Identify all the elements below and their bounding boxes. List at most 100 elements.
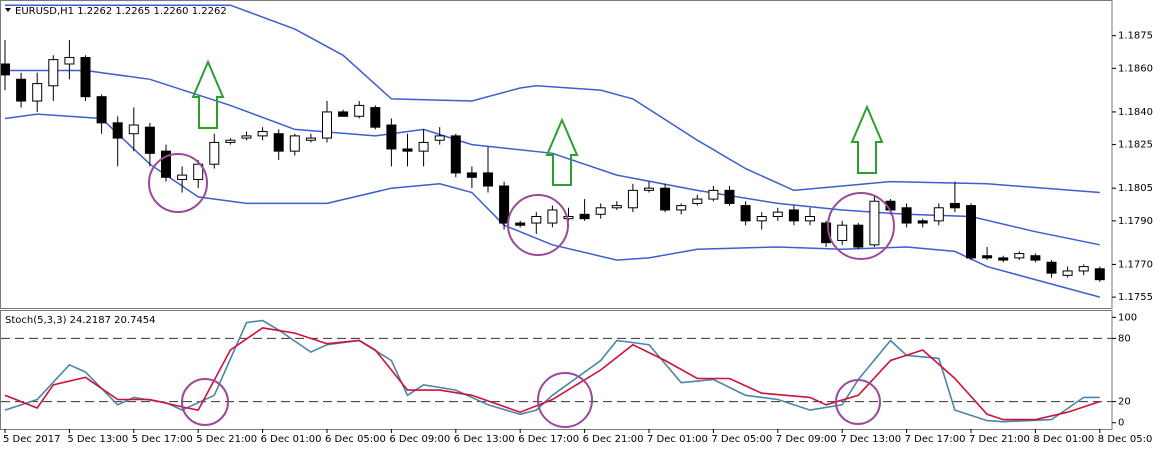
- candle-body: [563, 216, 574, 220]
- x-tick-label: 5 Dec 13:00: [67, 434, 128, 445]
- x-tick-label: 7 Dec 01:00: [647, 434, 708, 445]
- y-tick-label: 1.1840: [1118, 107, 1153, 118]
- circle: [181, 378, 229, 426]
- x-tick-label: 5 Dec 21:00: [196, 434, 257, 445]
- candle-body: [676, 205, 687, 211]
- candle-body: [289, 135, 300, 152]
- candle-body: [209, 141, 220, 165]
- circle: [835, 379, 881, 425]
- sub-pane-frame: [0, 310, 1113, 430]
- candle-body: [515, 222, 526, 226]
- y-tick-label: 80: [1118, 333, 1131, 344]
- circle: [148, 153, 208, 213]
- candle-body: [901, 207, 912, 224]
- candle-body: [788, 209, 799, 222]
- candle-body: [547, 209, 558, 224]
- x-tick-label: 7 Dec 17:00: [905, 434, 966, 445]
- candle-body: [917, 220, 928, 224]
- candle-body: [611, 205, 622, 209]
- circle: [537, 372, 593, 428]
- y-tick-label: 0: [1118, 418, 1124, 429]
- candle-body: [48, 59, 59, 87]
- candle-body: [1014, 253, 1025, 259]
- y-tick-label: 1.1805: [1118, 183, 1153, 194]
- candle-body: [305, 137, 316, 141]
- candle-body: [531, 216, 542, 224]
- candle-body: [805, 216, 815, 222]
- candle-body: [579, 213, 590, 220]
- candle-body: [933, 207, 944, 222]
- candle-body: [1078, 266, 1089, 272]
- candle-body: [257, 131, 268, 137]
- y-tick-label: 1.1875: [1118, 31, 1153, 42]
- bollinger-band: [5, 69, 1100, 246]
- candle-body: [64, 56, 75, 65]
- circles: [148, 153, 895, 428]
- candle-body: [499, 185, 510, 224]
- candle-body: [483, 172, 493, 187]
- candle-body: [724, 189, 735, 204]
- candle-body: [370, 107, 381, 128]
- candle-body: [128, 124, 139, 135]
- menu-triangle: [5, 8, 11, 12]
- x-tick-label: 8 Dec 05:00: [1098, 434, 1153, 445]
- candle-body: [708, 189, 719, 200]
- x-tick-label: 6 Dec 17:00: [518, 434, 579, 445]
- candle-body: [644, 187, 654, 191]
- circle: [827, 192, 895, 260]
- y-tick-label: 1.1860: [1118, 63, 1153, 74]
- candle-body: [96, 96, 107, 124]
- x-tick-label: 7 Dec 09:00: [776, 434, 837, 445]
- candle-body: [16, 78, 27, 102]
- candle-body: [982, 255, 993, 259]
- candle-body: [386, 124, 397, 150]
- candle-body: [949, 202, 960, 209]
- candle-body: [853, 224, 864, 248]
- main-pane-frame: [0, 0, 1113, 309]
- up-arrow: [850, 104, 884, 174]
- candle-body: [32, 83, 43, 102]
- y-tick-label: 1.1825: [1118, 140, 1153, 151]
- candle-body: [756, 216, 767, 222]
- stochastic-line: [4, 327, 1101, 421]
- bollinger-band: [5, 4, 1100, 194]
- candle-body: [112, 122, 123, 139]
- x-tick-label: 6 Dec 21:00: [583, 434, 644, 445]
- candle-body: [1062, 270, 1073, 276]
- candle-body: [193, 163, 204, 180]
- up-arrow: [191, 59, 225, 129]
- candle-body: [1, 63, 10, 76]
- candle-body: [998, 257, 1009, 261]
- x-tick-label: 5 Dec 17:00: [132, 434, 193, 445]
- candle-body: [273, 133, 284, 152]
- x-tick-label: 7 Dec 05:00: [711, 434, 772, 445]
- candle-body: [466, 172, 477, 178]
- sub-pane: [1, 319, 1112, 423]
- y-tick-label: 1.1755: [1118, 292, 1153, 303]
- x-tick-label: 5 Dec 2017: [3, 434, 61, 445]
- x-tick-label: 6 Dec 05:00: [325, 434, 386, 445]
- chart-title: EURUSD,H1 1.2262 1.2265 1.2260 1.2262: [15, 6, 227, 17]
- stochastic-line: [4, 319, 1100, 423]
- candle-body: [837, 224, 848, 241]
- candle-body: [418, 141, 429, 152]
- x-tick-label: 6 Dec 09:00: [389, 434, 450, 445]
- circle: [507, 194, 569, 256]
- candle-body: [1030, 255, 1041, 261]
- x-tick-label: 7 Dec 13:00: [840, 434, 901, 445]
- candle-body: [627, 189, 638, 209]
- candle-body: [144, 126, 155, 154]
- candle-body: [821, 222, 832, 244]
- candle-body: [225, 139, 236, 143]
- indicator-title: Stoch(5,3,3) 24.2187 20.7454: [5, 315, 156, 326]
- candle-body: [1094, 268, 1105, 281]
- candle-body: [80, 56, 91, 98]
- candle-body: [177, 174, 188, 180]
- candle-body: [595, 207, 606, 215]
- candle-body: [322, 111, 332, 139]
- candle-body: [660, 187, 671, 211]
- candle-body: [772, 211, 783, 217]
- x-tick-label: 8 Dec 01:00: [1033, 434, 1094, 445]
